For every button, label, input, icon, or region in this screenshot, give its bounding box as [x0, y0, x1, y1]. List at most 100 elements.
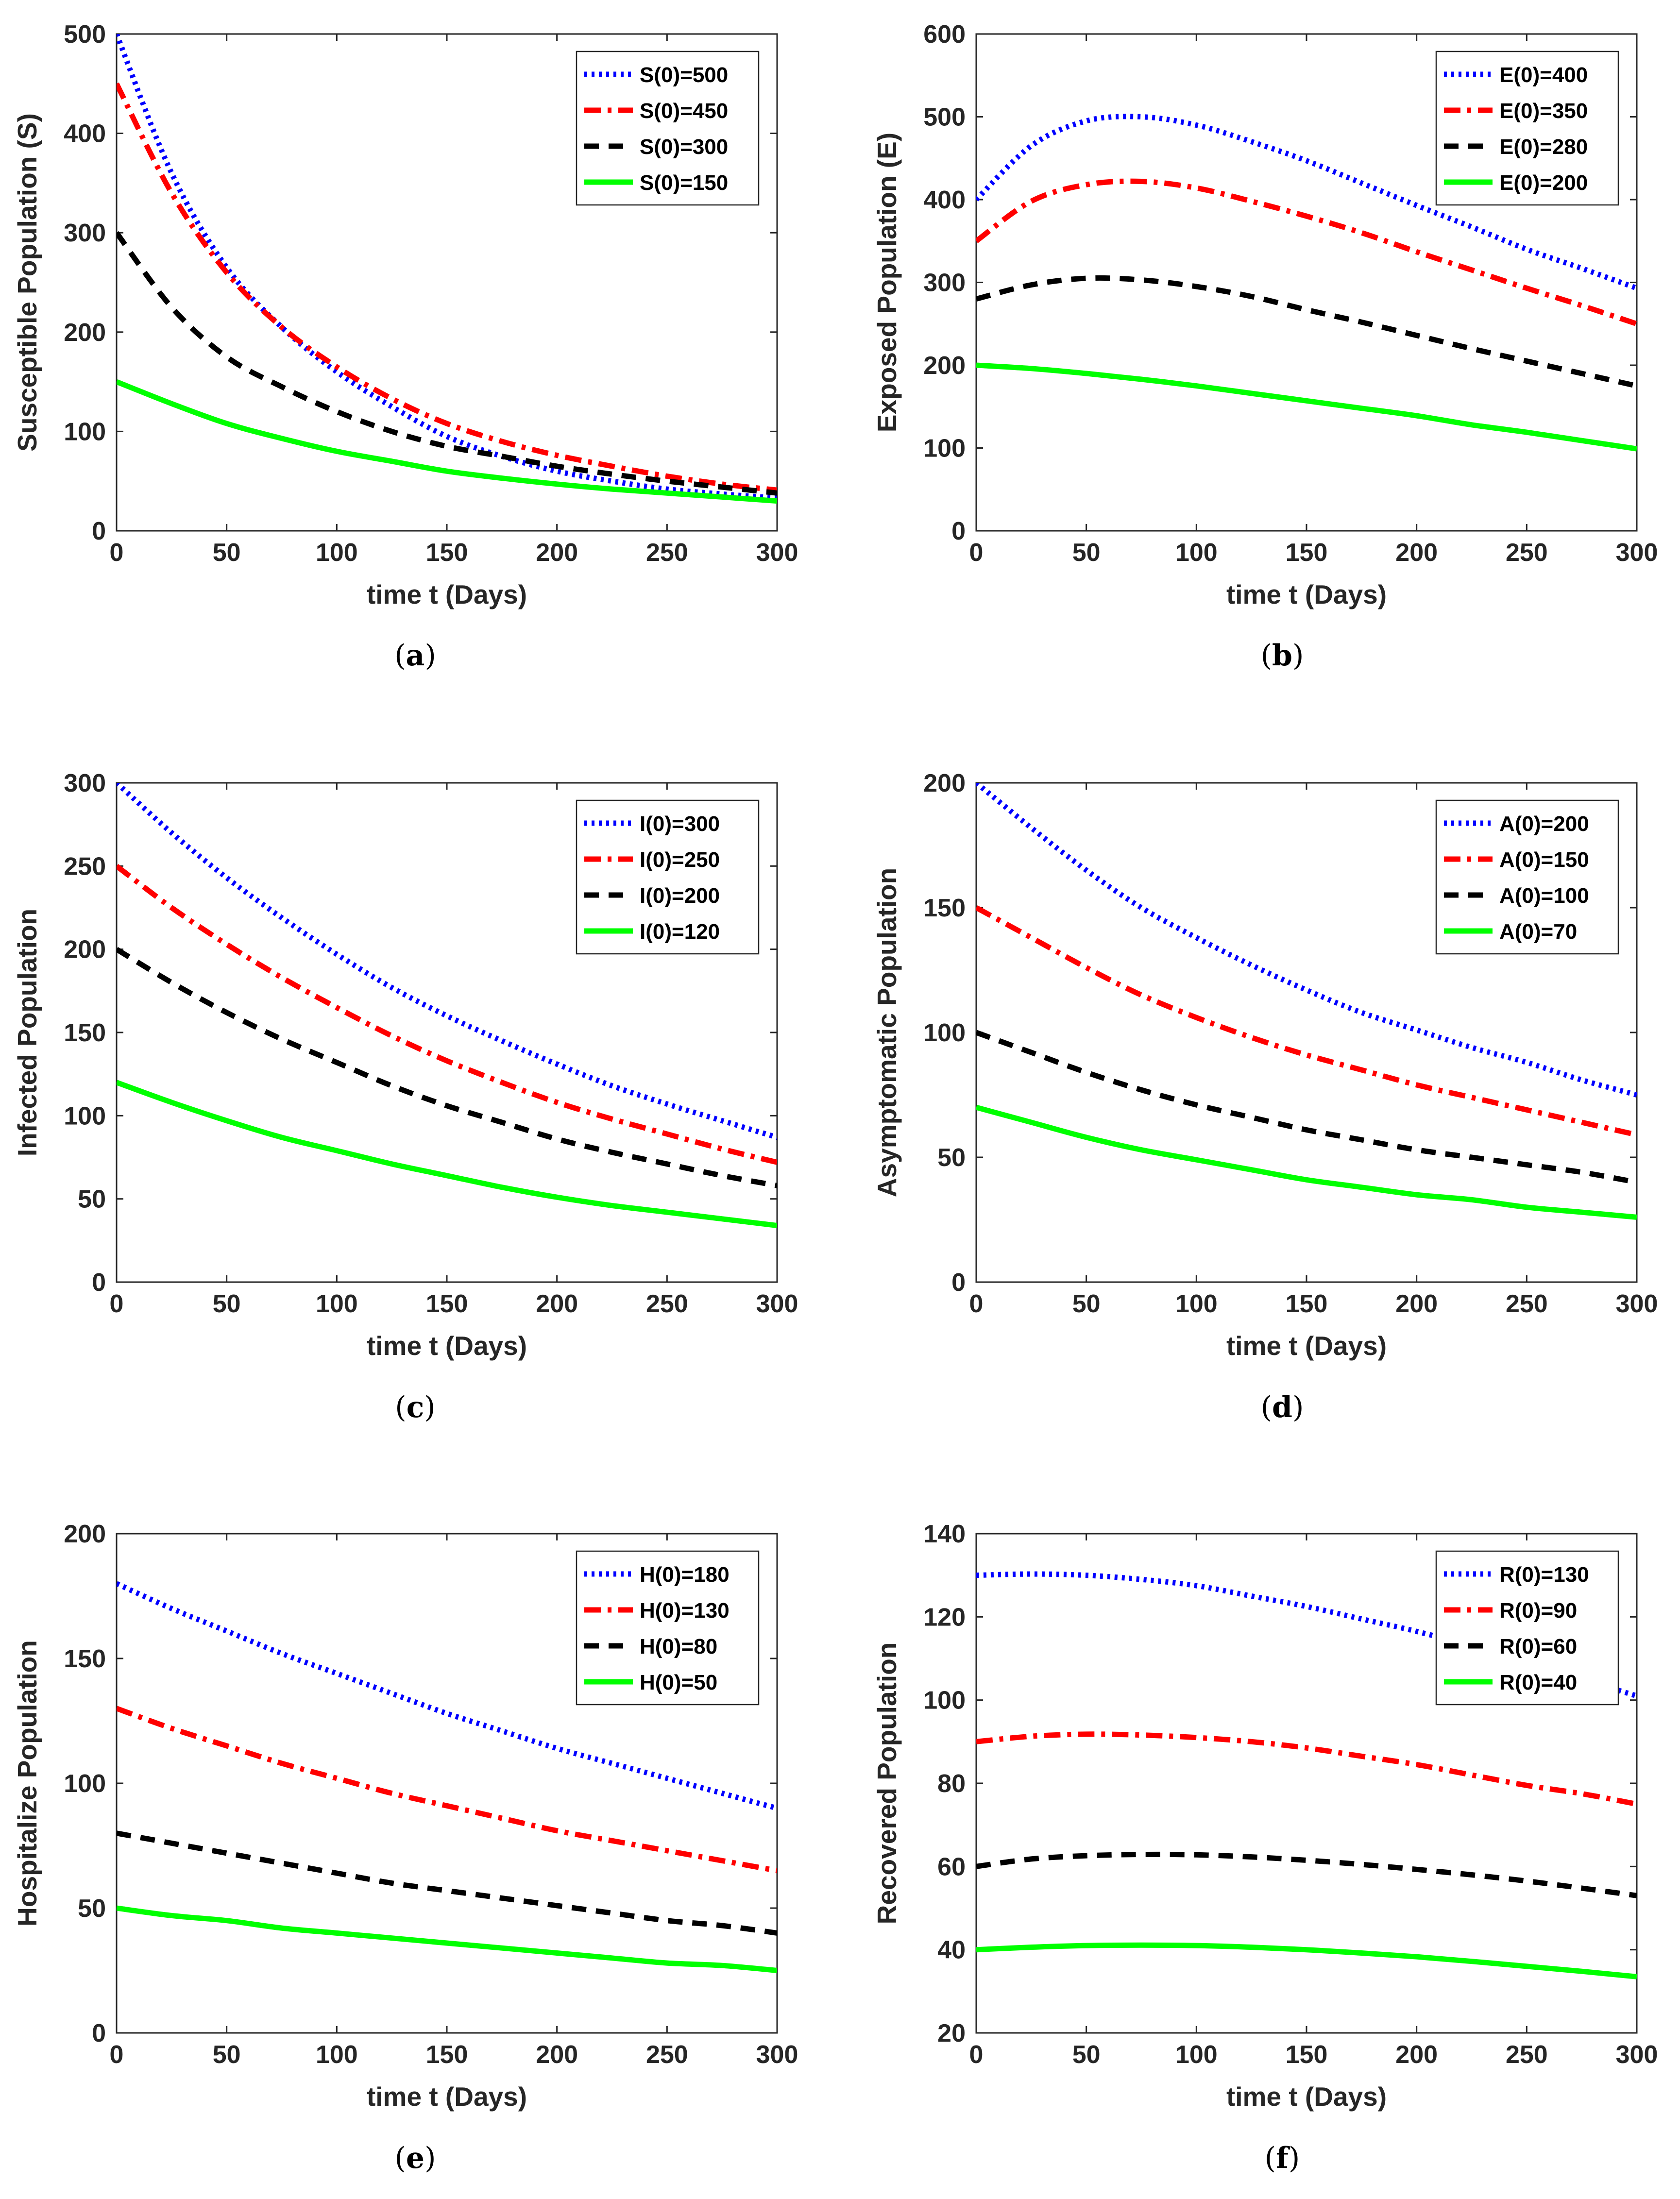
- x-tick-label: 250: [1506, 539, 1548, 567]
- series-line: [976, 1104, 1637, 1220]
- x-tick-label: 250: [1506, 1290, 1548, 1318]
- x-tick-label: 50: [1072, 1290, 1101, 1318]
- y-axis-label: Asymptomatic Population: [872, 868, 902, 1197]
- series-line: [976, 275, 1637, 389]
- x-tick-label: 100: [316, 2041, 358, 2069]
- legend-entry: R(0)=130: [1499, 1563, 1589, 1587]
- x-tick-label: 200: [1395, 1290, 1438, 1318]
- y-tick-label: 200: [64, 936, 106, 964]
- y-tick-label: 0: [92, 2019, 106, 2047]
- legend-entry: A(0)=200: [1499, 812, 1589, 836]
- x-tick-label: 150: [1286, 2041, 1328, 2069]
- x-tick-label: 150: [426, 1290, 468, 1318]
- legend-box: [576, 1550, 760, 1706]
- x-tick-label: 300: [756, 1290, 798, 1318]
- series-line: [117, 947, 777, 1188]
- series-line: [117, 231, 777, 496]
- y-tick-label: 300: [64, 219, 106, 247]
- legend-entry: E(0)=400: [1499, 63, 1588, 87]
- x-tick-label: 100: [1175, 2041, 1218, 2069]
- legend-box: [576, 799, 760, 955]
- x-tick-label: 150: [426, 539, 468, 567]
- x-tick-label: 250: [646, 539, 688, 567]
- y-tick-label: 150: [64, 1019, 106, 1047]
- x-tick-label: 150: [1286, 1290, 1328, 1318]
- y-tick-label: 300: [923, 269, 966, 297]
- series-line: [117, 1581, 777, 1811]
- legend-box: [576, 51, 760, 206]
- series-line: [976, 783, 1637, 1098]
- legend-entry: H(0)=80: [640, 1635, 717, 1658]
- y-tick-label: 40: [937, 1936, 966, 1964]
- chart-panel: 0 50 100 150 200 250 300 0 100 200 300 400 500 600 tim…: [872, 20, 1658, 673]
- series-line: [117, 34, 777, 501]
- legend-box: [1435, 1550, 1619, 1706]
- legend-entry: E(0)=280: [1499, 135, 1588, 159]
- y-tick-label: 400: [923, 186, 966, 214]
- series-line: [976, 114, 1637, 291]
- y-tick-label: 400: [64, 120, 106, 148]
- x-tick-label: 300: [1616, 539, 1658, 567]
- x-tick-label: 0: [110, 2041, 124, 2069]
- series-line: [976, 362, 1637, 452]
- x-tick-label: 250: [646, 1290, 688, 1318]
- x-tick-label: 50: [213, 1290, 241, 1318]
- y-tick-label: 500: [64, 20, 106, 49]
- y-tick-label: 200: [923, 352, 966, 380]
- y-tick-label: 100: [923, 435, 966, 463]
- x-axis-label: time t (Days): [367, 1331, 527, 1361]
- x-tick-label: 200: [536, 539, 578, 567]
- y-tick-label: 100: [64, 418, 106, 446]
- series-line: [117, 783, 777, 1140]
- y-tick-label: 500: [923, 103, 966, 132]
- series-line: [976, 1030, 1637, 1185]
- legend-entry: E(0)=200: [1499, 171, 1588, 195]
- y-tick-label: 200: [923, 769, 966, 797]
- y-tick-label: 0: [92, 1269, 106, 1297]
- legend-entry: H(0)=180: [640, 1563, 730, 1587]
- legend-entry: H(0)=50: [640, 1671, 717, 1694]
- x-tick-label: 300: [1616, 2041, 1658, 2069]
- x-tick-label: 300: [756, 2041, 798, 2069]
- y-tick-label: 0: [951, 517, 966, 545]
- series-line: [117, 82, 777, 493]
- x-tick-label: 200: [1395, 2041, 1438, 2069]
- x-tick-label: 100: [1175, 539, 1218, 567]
- x-tick-label: 50: [213, 539, 241, 567]
- y-tick-label: 100: [923, 1687, 966, 1715]
- y-tick-label: 60: [937, 1853, 966, 1881]
- legend-entry: I(0)=300: [640, 812, 720, 836]
- y-tick-label: 100: [64, 1102, 106, 1130]
- x-tick-label: 150: [426, 2041, 468, 2069]
- y-tick-label: 50: [78, 1185, 106, 1214]
- legend: R(0)=130 R(0)=90 R(0)=60 R(0)=40: [1435, 1550, 1619, 1706]
- x-axis-label: time t (Days): [367, 579, 527, 609]
- legend-entry: R(0)=90: [1499, 1599, 1577, 1623]
- series-line: [976, 1571, 1637, 1699]
- y-tick-label: 300: [64, 769, 106, 797]
- panel-label: (e): [394, 2141, 436, 2175]
- x-tick-label: 0: [969, 1290, 984, 1318]
- x-tick-label: 200: [1395, 539, 1438, 567]
- x-tick-label: 300: [1616, 1290, 1658, 1318]
- legend-entry: S(0)=450: [640, 99, 728, 123]
- panel-label: (d): [1261, 1390, 1304, 1424]
- series-line: [976, 1942, 1637, 1979]
- y-tick-label: 150: [923, 894, 966, 922]
- legend-entry: S(0)=300: [640, 135, 728, 159]
- x-tick-label: 100: [1175, 1290, 1218, 1318]
- legend-entry: A(0)=150: [1499, 848, 1589, 872]
- x-tick-label: 50: [1072, 2041, 1101, 2069]
- chart-panel: 0 50 100 150 200 250 300 0 50 100 150 200 time t (Da…: [872, 769, 1658, 1424]
- legend: I(0)=300 I(0)=250 I(0)=200 I(0)=120: [576, 799, 760, 955]
- x-tick-label: 250: [1506, 2041, 1548, 2069]
- x-tick-label: 250: [646, 2041, 688, 2069]
- x-axis-label: time t (Days): [367, 2081, 527, 2112]
- x-tick-label: 300: [756, 539, 798, 567]
- y-tick-label: 20: [937, 2019, 966, 2047]
- x-axis-label: time t (Days): [1226, 1331, 1387, 1361]
- y-axis-label: Infected Population: [12, 909, 42, 1156]
- panel-label: (b): [1261, 639, 1304, 673]
- x-tick-label: 150: [1286, 539, 1328, 567]
- y-tick-label: 0: [92, 517, 106, 545]
